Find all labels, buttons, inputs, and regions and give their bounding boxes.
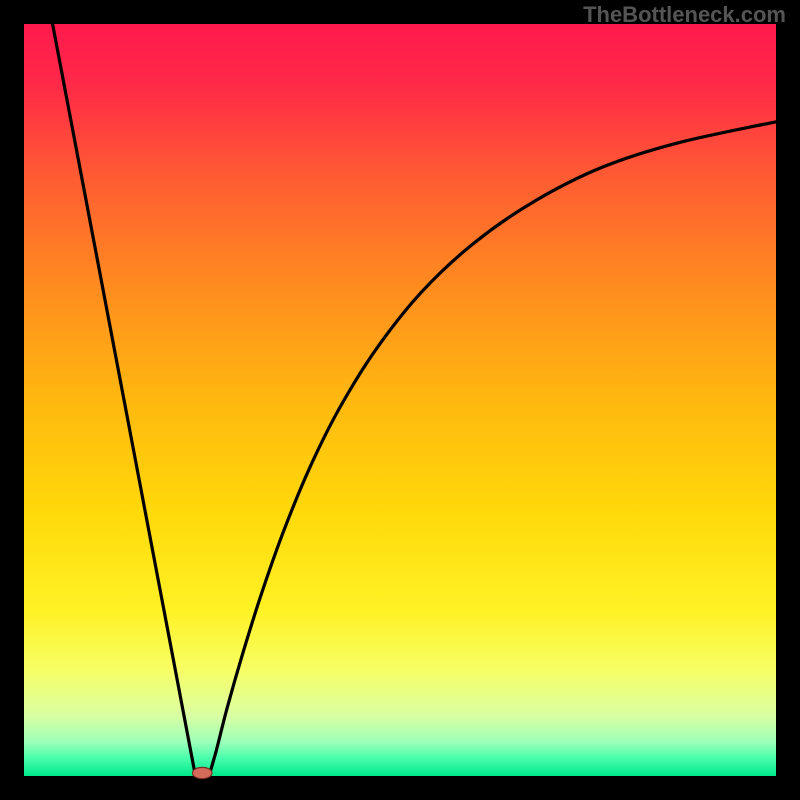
- plot-background: [24, 24, 776, 776]
- bottleneck-chart: [0, 0, 800, 800]
- bottleneck-marker: [192, 767, 212, 778]
- watermark-text: TheBottleneck.com: [583, 2, 786, 28]
